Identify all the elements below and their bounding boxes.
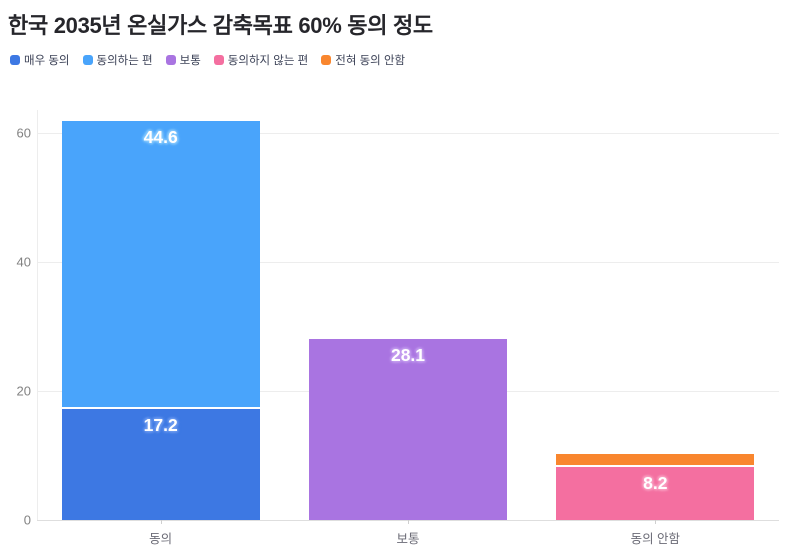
x-category-label-보통: 보통 [396, 532, 420, 546]
y-tick-label-20: 20 [16, 383, 31, 399]
y-tick-label-60: 60 [16, 125, 31, 141]
legend-swatch-very-agree [10, 55, 20, 65]
x-category-label-동의 안함: 동의 안함 [630, 532, 681, 546]
x-tick-동의 안함 [655, 520, 657, 524]
legend-label: 동의하지 않는 편 [227, 55, 309, 67]
legend-label: 보통 [179, 55, 201, 67]
bar-segment-동의-매우 동의[interactable] [61, 409, 260, 520]
bar-value-label: 44.6 [143, 127, 178, 148]
legend: 매우 동의 동의하는 편 보통 동의하지 않는 편 전혀 동의 안함 [10, 52, 405, 68]
legend-swatch-strongly-disagree [321, 55, 332, 65]
legend-label: 동의하는 편 [96, 55, 153, 67]
gridline-40 [37, 262, 779, 263]
bar-segment-동의-동의하는 편[interactable] [61, 121, 260, 410]
legend-item-somewhat-agree[interactable]: 동의하는 편 [82, 52, 153, 68]
legend-label: 매우 동의 [24, 55, 70, 67]
y-tick-label-40: 40 [16, 254, 31, 270]
x-tick-보통 [408, 520, 409, 524]
legend-item-neutral[interactable]: 보통 [165, 52, 201, 68]
legend-swatch-somewhat-disagree [213, 55, 224, 65]
y-axis-line [37, 110, 38, 520]
x-category-label-동의: 동의 [149, 532, 173, 546]
x-tick-동의 [160, 520, 162, 524]
legend-swatch-neutral [165, 55, 176, 65]
bar-value-label: 8.2 [643, 473, 668, 494]
y-tick-label-0: 0 [23, 512, 31, 528]
legend-item-strongly-disagree[interactable]: 전혀 동의 안함 [321, 52, 405, 68]
legend-label: 전혀 동의 안함 [335, 55, 406, 67]
bar-segment-동의 안함-동의하지 않는 편[interactable] [556, 467, 755, 520]
legend-item-very-agree[interactable]: 매우 동의 [10, 52, 70, 68]
gridline-60 [37, 133, 779, 134]
bar-segment-보통-보통[interactable] [309, 338, 507, 520]
chart-title: 한국 2035년 온실가스 감축목표 60% 동의 정도 [8, 13, 433, 38]
legend-item-somewhat-disagree[interactable]: 동의하지 않는 편 [213, 52, 309, 68]
bar-segment-동의 안함-전혀 동의 안함[interactable] [556, 453, 755, 468]
legend-swatch-somewhat-agree [82, 55, 93, 65]
bar-value-label: 17.2 [143, 415, 178, 436]
bar-value-label: 28.1 [390, 344, 426, 365]
